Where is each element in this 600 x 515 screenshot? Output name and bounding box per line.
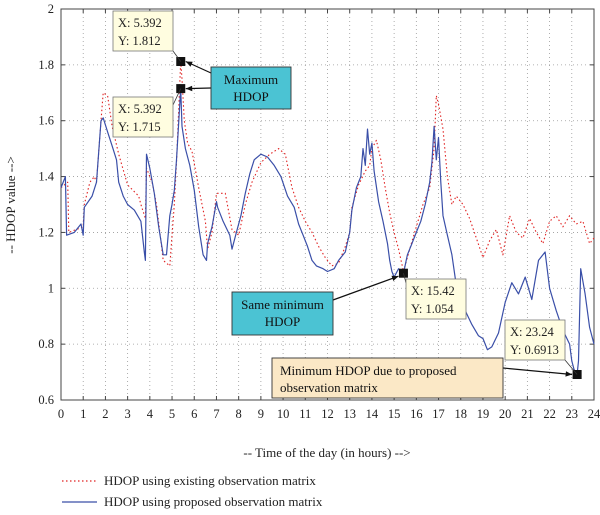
x-tick-label: 17 bbox=[432, 407, 445, 421]
x-tick-label: 8 bbox=[236, 407, 242, 421]
legend: HDOP using existing observation matrix H… bbox=[62, 473, 323, 509]
datatip-y-label-4: Y: 0.6913 bbox=[510, 343, 559, 357]
datatip-box-1 bbox=[112, 10, 174, 52]
axis-ticks: 0 1 2 3 4 5 6 7 8 9 10 11 12 13 14 15 16 17 18 19 20 21 22 23 24… bbox=[38, 2, 600, 421]
y-tick-label: 1.6 bbox=[38, 114, 54, 128]
callout-text-3-line-1: Minimum HDOP due to proposed bbox=[280, 363, 457, 378]
x-tick-label: 7 bbox=[213, 407, 219, 421]
legend-label-existing: HDOP using existing observation matrix bbox=[104, 473, 316, 488]
x-tick-label: 10 bbox=[277, 407, 290, 421]
x-tick-label: 5 bbox=[169, 407, 175, 421]
y-tick-label: 1.4 bbox=[38, 170, 54, 184]
y-tick-label: 1.2 bbox=[38, 225, 54, 239]
series-layer bbox=[60, 60, 595, 376]
x-tick-label: 2 bbox=[102, 407, 108, 421]
datatip-box-4 bbox=[504, 319, 566, 361]
x-tick-label: 12 bbox=[321, 407, 334, 421]
datatip-connector-3 bbox=[403, 273, 407, 284]
x-tick-label: 23 bbox=[566, 407, 579, 421]
y-tick-label: 0.6 bbox=[38, 393, 54, 407]
callout-box-3 bbox=[271, 357, 504, 399]
series-line-proposed bbox=[60, 87, 595, 376]
x-tick-label: 11 bbox=[299, 407, 311, 421]
datatip-connector-1 bbox=[172, 50, 182, 62]
x-tick-label: 0 bbox=[58, 407, 64, 421]
callout-arrow-3-1 bbox=[502, 367, 573, 376]
callout-text-2-line-2: HDOP bbox=[265, 314, 300, 329]
y-tick-label: 0.8 bbox=[38, 337, 54, 351]
datatip-y-label-3: Y: 1.054 bbox=[411, 302, 454, 316]
callout-text-3-line-2: observation matrix bbox=[280, 380, 378, 395]
x-tick-label: 22 bbox=[543, 407, 556, 421]
x-tick-label: 15 bbox=[388, 407, 401, 421]
callout-arrowhead-3-1 bbox=[565, 371, 573, 377]
callout-box-2 bbox=[231, 291, 334, 336]
y-tick-label: 2 bbox=[48, 2, 54, 16]
callout-arrowhead-1-1 bbox=[185, 61, 193, 67]
x-tick-label: 13 bbox=[343, 407, 356, 421]
x-tick-label: 1 bbox=[80, 407, 86, 421]
series-line-existing bbox=[60, 60, 595, 273]
y-tick-label: 1 bbox=[48, 281, 54, 295]
callout-arrow-2-1 bbox=[332, 275, 399, 301]
x-tick-label: 19 bbox=[477, 407, 490, 421]
x-tick-label: 16 bbox=[410, 407, 423, 421]
x-tick-label: 6 bbox=[191, 407, 197, 421]
x-tick-label: 9 bbox=[258, 407, 264, 421]
datatip-x-label-1: X: 5.392 bbox=[118, 16, 162, 30]
callout-arrowhead-2-1 bbox=[391, 275, 399, 281]
datatip-x-label-2: X: 5.392 bbox=[118, 102, 162, 116]
x-tick-label: 21 bbox=[521, 407, 534, 421]
callout-text-2-line-1: Same minimum bbox=[241, 297, 324, 312]
datatip-x-label-3: X: 15.42 bbox=[411, 284, 455, 298]
annotations: X: 5.392 Y: 1.812 X: 5.392 Y: 1.715 X: 15.42… bbox=[112, 10, 582, 399]
datatip-box-2 bbox=[112, 96, 174, 138]
datatip-box-3 bbox=[405, 278, 467, 320]
x-tick-label: 3 bbox=[125, 407, 131, 421]
callout-text-1-line-1: Maximum bbox=[224, 72, 278, 87]
callout-arrowhead-1-2 bbox=[185, 85, 193, 92]
datatip-connector-2 bbox=[172, 88, 182, 106]
x-tick-label: 20 bbox=[499, 407, 512, 421]
callout-text-1-line-2: HDOP bbox=[233, 89, 268, 104]
datatip-y-label-2: Y: 1.715 bbox=[118, 120, 161, 134]
y-tick-label: 1.8 bbox=[38, 58, 54, 72]
y-axis-label: -- HDOP value --> bbox=[3, 156, 18, 253]
callout-box-1 bbox=[210, 66, 292, 110]
datatip-y-label-1: Y: 1.812 bbox=[118, 34, 161, 48]
datatip-x-label-4: X: 23.24 bbox=[510, 325, 555, 339]
x-tick-label: 14 bbox=[366, 407, 379, 421]
x-axis-label: -- Time of the day (in hours) --> bbox=[243, 445, 410, 460]
datatip-connector-4 bbox=[564, 359, 578, 375]
x-tick-label: 18 bbox=[455, 407, 468, 421]
x-tick-label: 24 bbox=[588, 407, 600, 421]
legend-label-proposed: HDOP using proposed observation matrix bbox=[104, 494, 323, 509]
x-tick-label: 4 bbox=[147, 407, 154, 421]
